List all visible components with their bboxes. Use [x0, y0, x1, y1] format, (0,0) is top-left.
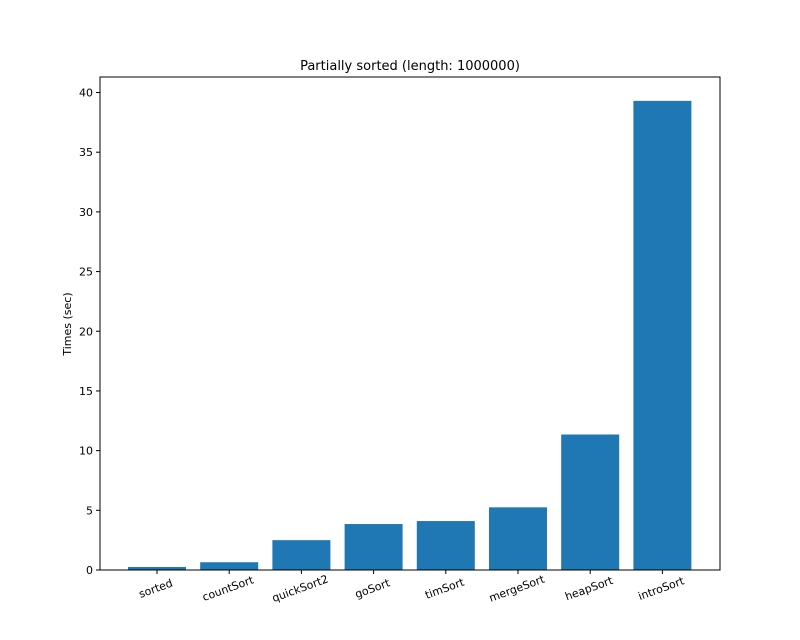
x-tick-label-sorted: sorted: [137, 577, 174, 601]
y-tick-label: 35: [79, 146, 93, 159]
bars-group: [128, 100, 692, 571]
y-tick-label: 15: [79, 385, 93, 398]
x-tick-label-heapSort: heapSort: [563, 574, 615, 604]
y-tick-label: 20: [79, 325, 93, 338]
x-tick-label-goSort: goSort: [353, 576, 392, 601]
y-tick-label: 25: [79, 266, 93, 279]
bar-quickSort2: [272, 540, 331, 570]
y-axis: 0 5 10 15 20 25 30 35 40: [79, 87, 100, 577]
y-tick-label: 30: [79, 206, 93, 219]
x-tick-label-introSort: introSort: [636, 574, 686, 603]
bar-mergeSort: [489, 507, 547, 570]
y-axis-label: Times (sec): [61, 292, 74, 356]
y-tick-label: 10: [79, 445, 93, 458]
bar-timSort: [416, 521, 475, 570]
bar-countSort: [200, 562, 259, 570]
y-tick-label: 40: [79, 87, 93, 100]
chart-title: Partially sorted (length: 1000000): [300, 59, 520, 74]
bar-heapSort: [561, 434, 620, 570]
x-tick-label-timSort: timSort: [423, 575, 466, 601]
x-tick-label-mergeSort: mergeSort: [487, 572, 547, 604]
plot-frame: [99, 76, 721, 571]
bar-introSort: [633, 100, 692, 571]
x-tick-label-countSort: countSort: [201, 573, 256, 604]
y-tick-label: 5: [86, 504, 93, 517]
y-tick-label: 0: [86, 564, 93, 577]
bar-sorted: [128, 567, 186, 570]
bar-goSort: [344, 524, 403, 570]
x-tick-label-quickSort2: quickSort2: [270, 573, 330, 605]
x-axis: sorted countSort quickSort2 goSort timSort me…: [137, 570, 687, 605]
